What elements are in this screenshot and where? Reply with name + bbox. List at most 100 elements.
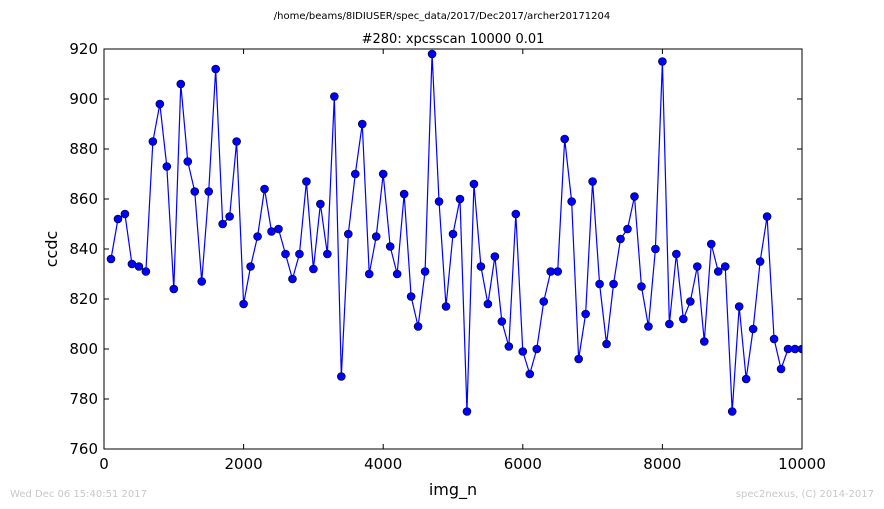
data-point [148, 137, 158, 146]
data-point [197, 277, 207, 286]
data-point [378, 169, 388, 179]
chart-suptitle: /home/beams/8IDIUSER/spec_data/2017/Dec2… [274, 11, 610, 22]
data-point [434, 197, 444, 206]
data-point [183, 157, 193, 166]
chart-title: #280: xpcsscan 10000 0.01 [362, 32, 545, 47]
x-axis-label: img_n [429, 480, 477, 500]
data-point [302, 177, 311, 186]
data-point [490, 252, 500, 261]
data-point [427, 49, 437, 59]
data-point [651, 244, 660, 254]
data-point [295, 249, 304, 259]
data-point [665, 319, 674, 329]
data-point [769, 334, 779, 344]
data-point [162, 162, 172, 171]
data-point [755, 257, 765, 266]
data-point [553, 267, 563, 276]
y-tick-label-0: 760 [69, 440, 98, 458]
data-point [399, 189, 409, 199]
data-point [323, 249, 332, 259]
data-point [441, 302, 451, 311]
x-tick-label-3: 6000 [504, 455, 542, 473]
y-tick-label-4: 840 [69, 240, 98, 258]
data-point [504, 342, 514, 351]
data-point [176, 79, 186, 89]
data-point [455, 194, 465, 204]
data-point [385, 242, 395, 251]
data-point [588, 177, 597, 186]
data-point [679, 314, 688, 324]
data-point [190, 187, 200, 196]
data-point [623, 224, 632, 234]
data-point [574, 354, 583, 364]
data-point [211, 64, 220, 74]
data-point [218, 219, 227, 229]
data-point [713, 267, 723, 276]
data-point [476, 262, 486, 271]
data-point [406, 292, 416, 301]
data-point [616, 234, 625, 244]
data-point [672, 249, 681, 259]
data-point [281, 249, 290, 259]
data-point [706, 239, 716, 249]
x-tick-label-1: 2000 [225, 455, 263, 473]
data-point [602, 339, 611, 349]
data-point [511, 209, 521, 219]
data-point [420, 267, 430, 276]
data-point [225, 212, 234, 221]
data-point [644, 322, 653, 331]
data-point [239, 299, 248, 309]
x-tick-label-4: 8000 [643, 455, 681, 473]
data-point [371, 232, 381, 241]
y-axis-label: ccdc [42, 231, 61, 268]
data-point [630, 192, 639, 201]
data-point [748, 324, 758, 334]
data-point [497, 317, 507, 326]
data-point [316, 199, 325, 209]
data-point [204, 187, 213, 196]
data-point [699, 337, 709, 346]
data-point [134, 262, 144, 271]
x-tick-label-5: 10000 [778, 455, 826, 473]
data-point [274, 224, 283, 234]
y-tick-label-2: 800 [69, 340, 98, 358]
data-point [309, 264, 318, 274]
data-point [120, 209, 130, 219]
data-point [560, 134, 569, 144]
data-point [727, 407, 737, 416]
data-point [392, 269, 402, 279]
data-point [169, 284, 179, 294]
data-point [232, 137, 241, 146]
y-tick-label-6: 880 [69, 140, 98, 158]
data-point [539, 297, 549, 306]
data-point [462, 407, 472, 416]
data-point [741, 374, 751, 384]
data-point [518, 347, 528, 356]
series-line-0 [110, 53, 802, 413]
data-point [776, 364, 786, 374]
data-point [595, 279, 604, 289]
x-tick-label-0: 0 [99, 455, 109, 473]
data-point [106, 254, 116, 264]
data-point [260, 184, 269, 194]
data-point [734, 302, 744, 311]
footer-timestamp: Wed Dec 06 15:40:51 2017 [10, 489, 147, 500]
y-tick-label-5: 860 [69, 190, 98, 208]
data-point [686, 297, 695, 306]
data-point [253, 232, 262, 241]
data-point [797, 344, 802, 354]
x-tick-label-2: 4000 [364, 455, 402, 473]
data-point [609, 279, 618, 289]
y-tick-label-1: 780 [69, 390, 98, 408]
data-point [581, 309, 590, 319]
data-point [288, 274, 297, 284]
data-point [113, 214, 123, 224]
data-point [762, 212, 772, 221]
data-point [720, 262, 730, 271]
data-point [246, 262, 255, 271]
data-point [469, 179, 479, 189]
data-point [337, 372, 346, 381]
y-tick-label-7: 900 [69, 90, 98, 108]
data-point [525, 369, 535, 379]
